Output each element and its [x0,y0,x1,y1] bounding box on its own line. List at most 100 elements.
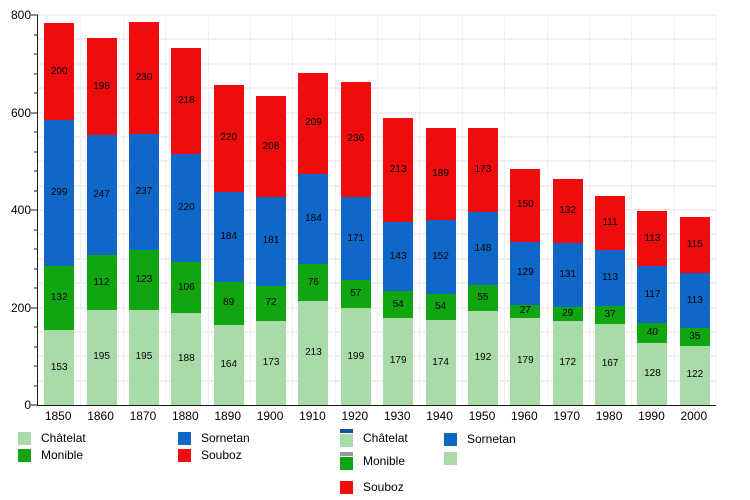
bar-value-label: 195 [93,351,110,363]
bar-1900: 173 72 181 208 [250,15,292,405]
bar-value-label: 184 [305,213,322,225]
bar-value-label: 195 [135,351,153,363]
bar-stack-1990: 128 40 117 113 [637,15,668,405]
bar-value-label: 200 [50,65,68,77]
bar-segment-sornetan: 247 [86,134,117,256]
bar-value-label: 220 [220,132,238,144]
bar-segment-chatelat: 173 [256,320,287,405]
bar-value-label: 55 [477,292,489,303]
bar-segment-monible: 57 [340,280,371,308]
bar-1870: 195 123 237 230 [123,15,165,405]
legend-item-unlabeled [444,452,467,465]
bar-segment-sornetan: 117 [637,266,668,324]
bar-segment-souboz: 209 [298,72,329,175]
bar-value-label: 122 [686,369,704,381]
x-tick-label: 1980 [595,409,623,423]
bar-segment-chatelat: 172 [552,321,583,405]
gridline-vertical [631,15,633,405]
bar-segment-chatelat: 122 [679,345,710,405]
bar-value-label: 76 [307,276,319,288]
bar-segment-monible: 54 [383,291,414,318]
bar-segment-monible: 89 [213,281,244,326]
bar-stack-1970: 172 29 131 132 [552,15,583,405]
bar-segment-souboz: 132 [552,178,583,244]
bar-stack-2000: 122 35 113 115 [679,15,710,405]
bar-segment-sornetan: 171 [340,196,371,281]
gridline-vertical [546,15,548,405]
legend-item-sornetan-2: Sornetan [444,432,516,446]
y-tick-label: 200 [10,300,31,315]
bar-value-label: 129 [516,267,534,279]
bar-value-label: 117 [644,288,661,300]
gridline-vertical [122,15,124,405]
bar-value-label: 111 [602,217,618,229]
gridline-vertical [249,15,251,405]
bar-value-label: 208 [262,140,280,152]
bar-value-label: 237 [135,186,153,198]
bar-segment-sornetan: 181 [256,197,287,286]
gridline-vertical [461,15,463,405]
bar-1890: 164 89 184 220 [208,15,250,405]
bar-2000: 122 35 113 115 [674,15,716,405]
bar-segment-sornetan: 129 [510,241,541,305]
plot-area: 153 132 299 200 195 112 247 198 195 123 237 230 188 1… [31,14,717,406]
bar-value-label: 54 [392,298,404,310]
y-tick-label: 400 [10,203,31,217]
y-tick-minor [34,326,38,328]
bar-segment-monible: 76 [298,264,329,302]
gridline-vertical [504,15,506,405]
bar-value-label: 27 [519,305,531,317]
bar-value-label: 37 [604,308,616,320]
bar-value-label: 173 [262,356,280,368]
bar-value-label: 209 [305,117,322,129]
bar-segment-sornetan: 131 [552,243,583,308]
bar-value-label: 132 [559,204,577,216]
legend-label: Monible [41,448,84,462]
bar-segment-chatelat: 188 [171,313,202,405]
bar-value-label: 171 [347,232,365,244]
bar-value-label: 173 [474,164,492,176]
gridline-vertical [419,15,421,405]
x-tick-label: 1880 [171,409,199,423]
legend-swatch-chatelat-2 [340,429,353,447]
bar-1970: 172 29 131 132 [547,15,589,405]
legend-label: Châtelat [41,431,86,445]
legend-left: Châtelat Monible Sornetan Souboz [18,431,298,467]
bar-segment-monible: 35 [679,328,710,346]
bar-segment-sornetan: 184 [213,191,244,282]
bars-layer: 153 132 299 200 195 112 247 198 195 123 237 230 188 1… [38,15,716,405]
bar-segment-chatelat: 179 [383,317,414,405]
bar-stack-1900: 173 72 181 208 [256,15,287,405]
legend-swatch-sliver [340,429,353,433]
legend-label: Souboz [201,448,242,462]
bar-segment-chatelat: 179 [510,317,541,405]
bar-value-label: 89 [223,297,235,309]
bar-value-label: 131 [559,269,577,281]
y-tick-minor [34,34,38,35]
bar-stack-1860: 195 112 247 198 [86,15,117,405]
bar-value-label: 299 [50,187,68,199]
bar-segment-sornetan: 143 [383,221,414,292]
bar-value-label: 236 [347,133,365,145]
legend-item-monible: Monible [18,448,83,462]
bar-1930: 179 54 143 213 [377,15,419,405]
bar-segment-souboz: 173 [467,128,498,213]
legend-item-souboz-2: Souboz [340,480,404,494]
y-tick-minor [34,190,38,191]
bar-segment-sornetan: 113 [595,250,626,306]
bar-segment-monible: 54 [425,293,456,321]
y-tick-minor [34,170,38,172]
bar-stack-1880: 188 106 220 218 [171,15,202,405]
legend-swatch-sornetan-2 [444,432,457,446]
bar-1880: 188 106 220 218 [165,15,207,405]
bar-stack-1870: 195 123 237 230 [128,15,159,405]
x-tick-label: 2000 [680,409,708,423]
bar-value-label: 192 [474,352,492,364]
bar-value-label: 54 [435,301,447,313]
legend-swatch-sliver [340,452,353,456]
bar-value-label: 72 [265,297,277,309]
legend-label: Monible [363,454,406,468]
bar-value-label: 29 [562,308,574,320]
bar-value-label: 113 [602,272,619,284]
